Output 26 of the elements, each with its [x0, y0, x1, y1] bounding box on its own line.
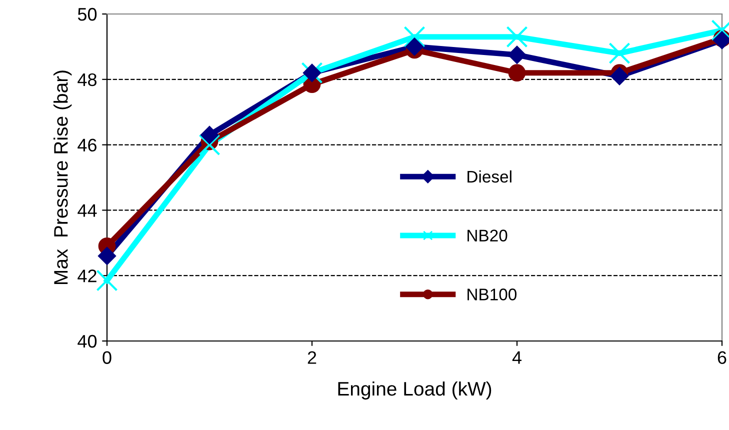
x-tick-label: 2	[308, 351, 316, 364]
y-tick-label: 50	[78, 8, 97, 21]
x-tick-label: 0	[102, 351, 112, 364]
point	[608, 42, 630, 64]
y-tick-label: 48	[78, 73, 96, 86]
point	[406, 38, 424, 56]
legend-label: NB100	[468, 288, 517, 300]
point	[508, 46, 526, 64]
y-axis-title: Max Pressure Rise (bar)	[54, 70, 72, 284]
point	[404, 26, 426, 48]
y-tick-label: 42	[78, 270, 96, 282]
point	[200, 126, 218, 144]
legend-label: NB20	[468, 230, 508, 242]
point	[198, 134, 220, 156]
point	[96, 270, 118, 292]
legend-label: Diesel	[468, 170, 512, 183]
y-tick-label: 40	[78, 334, 97, 348]
point	[506, 26, 528, 48]
point	[98, 247, 116, 265]
point	[508, 64, 526, 82]
x-tick-label: 6	[718, 351, 726, 364]
point	[610, 67, 628, 86]
y-tick-label: 46	[78, 138, 96, 152]
x-tick-label: 4	[512, 351, 522, 364]
x-axis-title: Engine Load (kW)	[338, 381, 492, 400]
y-tick-label: 44	[78, 204, 97, 217]
